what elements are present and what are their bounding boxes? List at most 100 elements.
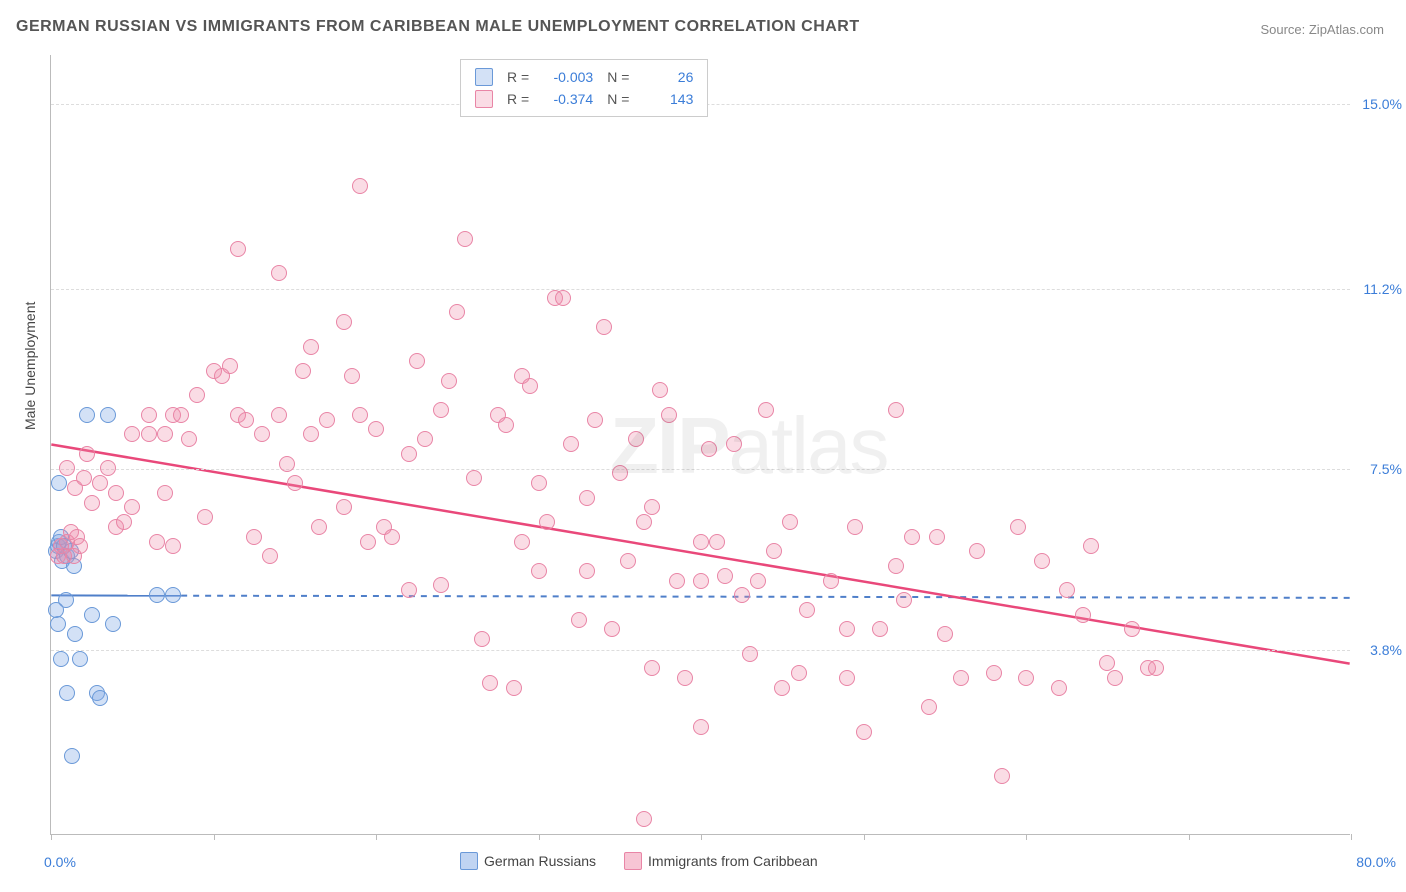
x-tick xyxy=(701,834,702,840)
scatter-point xyxy=(969,543,985,559)
scatter-point xyxy=(1083,538,1099,554)
x-tick xyxy=(1351,834,1352,840)
x-axis-min-label: 0.0% xyxy=(44,854,76,870)
scatter-point xyxy=(1059,582,1075,598)
scatter-point xyxy=(417,431,433,447)
scatter-point xyxy=(254,426,270,442)
scatter-point xyxy=(295,363,311,379)
scatter-point xyxy=(157,426,173,442)
scatter-point xyxy=(141,426,157,442)
scatter-point xyxy=(72,651,88,667)
scatter-point xyxy=(279,456,295,472)
y-tick-label: 7.5% xyxy=(1370,461,1402,477)
scatter-point xyxy=(1099,655,1115,671)
x-tick xyxy=(539,834,540,840)
scatter-point xyxy=(79,446,95,462)
scatter-point xyxy=(563,436,579,452)
x-tick xyxy=(51,834,52,840)
scatter-point xyxy=(750,573,766,589)
scatter-point xyxy=(92,690,108,706)
x-tick xyxy=(1026,834,1027,840)
grid-line xyxy=(51,650,1350,651)
scatter-point xyxy=(92,475,108,491)
scatter-point xyxy=(238,412,254,428)
scatter-point xyxy=(531,475,547,491)
scatter-point xyxy=(368,421,384,437)
scatter-point xyxy=(644,660,660,676)
scatter-point xyxy=(246,529,262,545)
legend-swatch xyxy=(475,90,493,108)
scatter-point xyxy=(48,602,64,618)
scatter-point xyxy=(311,519,327,535)
scatter-point xyxy=(571,612,587,628)
scatter-point xyxy=(791,665,807,681)
scatter-point xyxy=(105,616,121,632)
scatter-point xyxy=(782,514,798,530)
scatter-point xyxy=(336,499,352,515)
scatter-point xyxy=(636,811,652,827)
legend-r-value: -0.374 xyxy=(543,88,593,110)
scatter-point xyxy=(669,573,685,589)
scatter-point xyxy=(994,768,1010,784)
scatter-point xyxy=(165,587,181,603)
scatter-point xyxy=(677,670,693,686)
scatter-point xyxy=(888,402,904,418)
chart-title: GERMAN RUSSIAN VS IMMIGRANTS FROM CARIBB… xyxy=(16,18,860,36)
scatter-point xyxy=(189,387,205,403)
scatter-point xyxy=(896,592,912,608)
scatter-point xyxy=(482,675,498,691)
scatter-point xyxy=(587,412,603,428)
series-legend: German Russians Immigrants from Caribbean xyxy=(460,852,818,870)
scatter-point xyxy=(84,607,100,623)
scatter-point xyxy=(986,665,1002,681)
scatter-point xyxy=(888,558,904,574)
scatter-point xyxy=(84,495,100,511)
scatter-point xyxy=(693,534,709,550)
scatter-point xyxy=(352,407,368,423)
series-legend-item: Immigrants from Caribbean xyxy=(624,852,818,870)
legend-r-value: -0.003 xyxy=(543,66,593,88)
scatter-point xyxy=(539,514,555,530)
scatter-point xyxy=(604,621,620,637)
scatter-point xyxy=(774,680,790,696)
x-tick xyxy=(214,834,215,840)
scatter-point xyxy=(717,568,733,584)
scatter-point xyxy=(579,563,595,579)
series-legend-label: German Russians xyxy=(484,853,596,869)
scatter-point xyxy=(579,490,595,506)
scatter-point xyxy=(1124,621,1140,637)
y-tick-label: 3.8% xyxy=(1370,642,1402,658)
scatter-point xyxy=(457,231,473,247)
scatter-point xyxy=(181,431,197,447)
scatter-point xyxy=(433,577,449,593)
scatter-point xyxy=(847,519,863,535)
scatter-point xyxy=(856,724,872,740)
scatter-point xyxy=(441,373,457,389)
scatter-point xyxy=(401,582,417,598)
scatter-point xyxy=(409,353,425,369)
scatter-point xyxy=(197,509,213,525)
scatter-point xyxy=(612,465,628,481)
scatter-point xyxy=(352,178,368,194)
scatter-point xyxy=(742,646,758,662)
legend-r-label: R = xyxy=(507,66,529,88)
grid-line xyxy=(51,289,1350,290)
correlation-legend: R =-0.003N =26R =-0.374N =143 xyxy=(460,59,708,117)
scatter-point xyxy=(76,470,92,486)
legend-n-value: 143 xyxy=(643,88,693,110)
scatter-point xyxy=(124,426,140,442)
scatter-point xyxy=(433,402,449,418)
scatter-point xyxy=(100,407,116,423)
scatter-point xyxy=(1107,670,1123,686)
scatter-point xyxy=(514,534,530,550)
chart-plot-area: 3.8%7.5%11.2%15.0% xyxy=(50,55,1350,835)
y-tick-label: 11.2% xyxy=(1363,281,1402,297)
legend-n-value: 26 xyxy=(643,66,693,88)
scatter-point xyxy=(449,304,465,320)
scatter-point xyxy=(67,626,83,642)
legend-n-label: N = xyxy=(607,88,629,110)
scatter-point xyxy=(1034,553,1050,569)
scatter-point xyxy=(921,699,937,715)
scatter-point xyxy=(872,621,888,637)
scatter-point xyxy=(149,534,165,550)
